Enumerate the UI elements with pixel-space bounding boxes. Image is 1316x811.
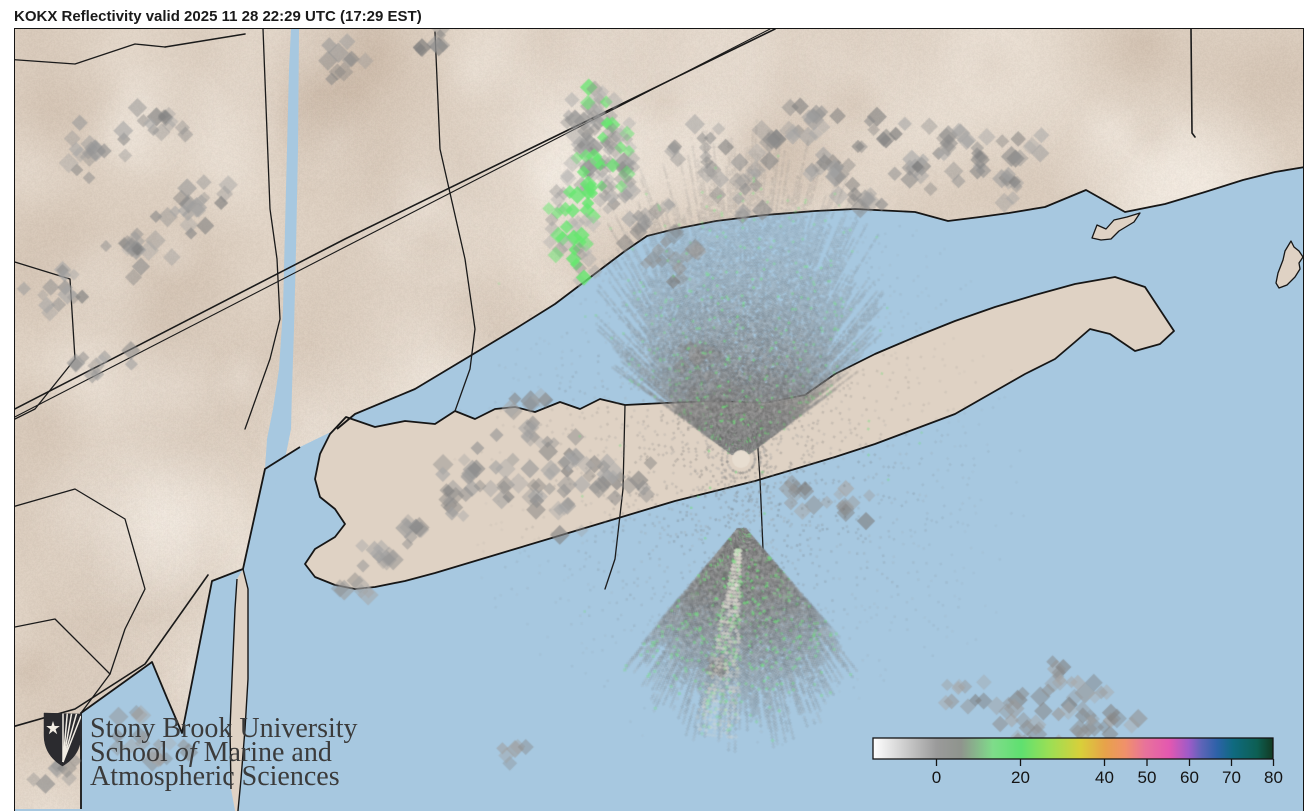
svg-text:20: 20 (1011, 768, 1030, 787)
svg-text:40: 40 (1095, 768, 1114, 787)
svg-text:80: 80 (1264, 768, 1283, 787)
svg-text:Atmospheric Sciences: Atmospheric Sciences (90, 761, 340, 792)
svg-text:0: 0 (932, 768, 941, 787)
svg-text:50: 50 (1138, 768, 1157, 787)
svg-text:60: 60 (1180, 768, 1199, 787)
svg-text:70: 70 (1222, 768, 1241, 787)
